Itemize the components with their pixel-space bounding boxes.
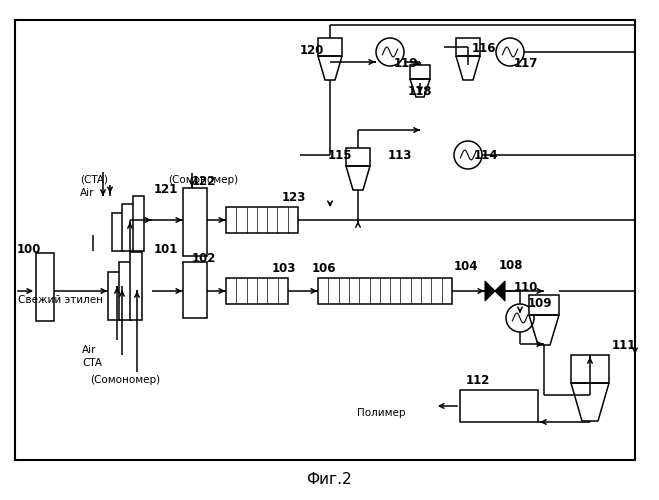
Text: 112: 112 bbox=[466, 374, 490, 387]
Text: CTA: CTA bbox=[82, 358, 102, 368]
Text: (CTA): (CTA) bbox=[80, 175, 108, 185]
Bar bbox=[119, 262, 130, 320]
Text: 118: 118 bbox=[408, 85, 432, 98]
Bar bbox=[123, 204, 134, 251]
Text: 119: 119 bbox=[394, 57, 418, 70]
Text: 120: 120 bbox=[300, 44, 324, 57]
Bar bbox=[112, 212, 123, 251]
Text: 115: 115 bbox=[328, 149, 353, 162]
Bar bbox=[456, 38, 480, 56]
Bar bbox=[130, 252, 142, 320]
Text: 114: 114 bbox=[474, 149, 498, 162]
Text: (Сомономер): (Сомономер) bbox=[168, 175, 238, 185]
Bar bbox=[36, 253, 54, 321]
Text: 113: 113 bbox=[388, 149, 413, 162]
Text: 101: 101 bbox=[154, 243, 179, 256]
Bar bbox=[226, 278, 288, 304]
Text: 122: 122 bbox=[192, 175, 216, 188]
Text: 103: 103 bbox=[272, 262, 297, 275]
Text: 108: 108 bbox=[499, 259, 523, 272]
Text: 106: 106 bbox=[312, 262, 337, 275]
Bar bbox=[183, 262, 207, 318]
Text: Полимер: Полимер bbox=[357, 408, 406, 418]
Bar bbox=[183, 188, 207, 256]
Text: 110: 110 bbox=[514, 281, 538, 294]
Bar bbox=[108, 272, 120, 320]
Polygon shape bbox=[485, 281, 505, 301]
Text: 117: 117 bbox=[514, 57, 538, 70]
Text: Фиг.2: Фиг.2 bbox=[306, 472, 352, 487]
Bar bbox=[318, 38, 342, 56]
Text: (Сомономер): (Сомономер) bbox=[90, 375, 160, 385]
Bar bbox=[460, 390, 538, 422]
Text: 102: 102 bbox=[192, 252, 216, 265]
Text: 109: 109 bbox=[528, 297, 552, 310]
Text: Air: Air bbox=[82, 345, 96, 355]
Text: 121: 121 bbox=[154, 183, 179, 196]
Bar bbox=[346, 148, 370, 166]
Text: Свежий этилен: Свежий этилен bbox=[18, 295, 103, 305]
Text: 116: 116 bbox=[472, 42, 496, 55]
Text: 104: 104 bbox=[454, 260, 478, 273]
Bar bbox=[132, 196, 144, 251]
Bar bbox=[15, 20, 635, 460]
Bar bbox=[410, 65, 430, 79]
Text: Air: Air bbox=[80, 188, 94, 198]
Bar bbox=[571, 355, 609, 383]
Bar bbox=[318, 278, 452, 304]
Bar bbox=[529, 295, 559, 315]
Text: 111: 111 bbox=[612, 339, 637, 352]
Bar bbox=[226, 207, 298, 233]
Text: 123: 123 bbox=[282, 191, 306, 204]
Text: 100: 100 bbox=[17, 243, 42, 256]
